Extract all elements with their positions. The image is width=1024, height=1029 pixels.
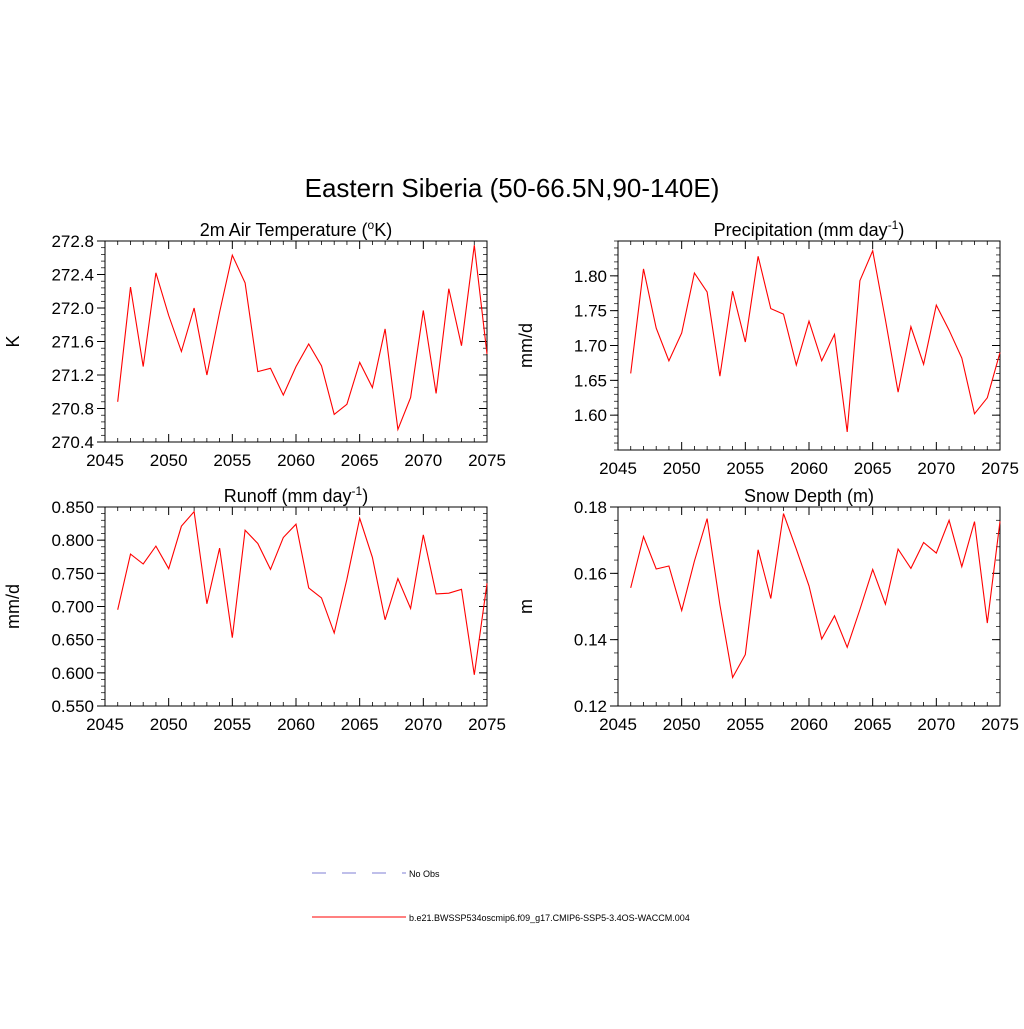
runoff-y-tick-label: 0.700 [51, 598, 94, 617]
runoff-y-tick-label: 0.600 [51, 664, 94, 683]
snow-depth-y-label: m [516, 599, 536, 614]
air-temperature-y-label: K [3, 335, 23, 347]
snow-depth-y-tick-label: 0.18 [574, 498, 607, 517]
snow-depth-y-tick-label: 0.16 [574, 564, 607, 583]
snow-depth-title: Snow Depth (m) [744, 486, 874, 506]
runoff-y-tick-label: 0.650 [51, 631, 94, 650]
air-temperature-x-tick-label: 2045 [86, 451, 124, 470]
snow-depth-x-tick-label: 2070 [917, 715, 955, 734]
air-temperature-y-tick-label: 271.2 [51, 366, 94, 385]
runoff-y-tick-label: 0.550 [51, 697, 94, 716]
runoff-y-label: mm/d [3, 584, 23, 629]
runoff-series-line [117, 510, 488, 675]
panel-air-temperature: 2m Air Temperature (oK) K 2045 2050 2055 2060… [3, 218, 506, 470]
panel-precipitation: Precipitation (mm day-1) mm/d 2045 2050 2055… [516, 218, 1019, 478]
air-temperature-x-tick-label: 2065 [341, 451, 379, 470]
precipitation-x-tick-label: 2070 [917, 459, 955, 478]
main-title: Eastern Siberia (50-66.5N,90-140E) [305, 173, 720, 203]
air-temperature-series-line [117, 245, 488, 432]
precipitation-y-tick-label: 1.80 [574, 267, 607, 286]
precipitation-x-tick-label: 2065 [854, 459, 892, 478]
legend-model-label: b.e21.BWSSP534oscmip6.f09_g17.CMIP6-SSP5… [409, 913, 690, 923]
runoff-y-tick-label: 0.850 [51, 498, 94, 517]
precipitation-x-tick-label: 2060 [790, 459, 828, 478]
air-temperature-y-tick-label: 272.8 [51, 232, 94, 251]
runoff-y-tick-label: 0.750 [51, 564, 94, 583]
panel-runoff: Runoff (mm day-1) mm/d 2045 2050 2055 2060 206… [3, 484, 506, 734]
runoff-title-superscript: -1 [352, 484, 363, 498]
runoff-title-main: Runoff (mm day [224, 486, 352, 506]
air-temperature-x-tick-label: 2075 [468, 451, 506, 470]
snow-depth-y-tick-label: 0.14 [574, 631, 607, 650]
panel-snow-depth: Snow Depth (m) m 2045 2050 2055 2060 2065 2070 2… [516, 486, 1019, 734]
precipitation-x-tick-label: 2055 [726, 459, 764, 478]
precipitation-y-tick-label: 1.75 [574, 302, 607, 321]
air-temperature-plot-frame [104, 240, 488, 443]
precipitation-plot-frame [617, 240, 1001, 451]
air-temperature-y-tick-label: 272.4 [51, 266, 94, 285]
legend-obs-label: No Obs [409, 869, 440, 879]
precipitation-x-tick-label: 2050 [663, 459, 701, 478]
snow-depth-y-tick-label: 0.12 [574, 697, 607, 716]
runoff-title: Runoff (mm day-1) [224, 484, 368, 506]
air-temperature-y-tick-label: 270.4 [51, 433, 94, 452]
snow-depth-x-tick-label: 2065 [854, 715, 892, 734]
snow-depth-x-tick-label: 2055 [726, 715, 764, 734]
runoff-x-tick-label: 2050 [150, 715, 188, 734]
snow-depth-title-main: Snow Depth (m) [744, 486, 874, 506]
air-temperature-x-tick-label: 2070 [404, 451, 442, 470]
precipitation-series-line [630, 248, 1001, 432]
legend: No Obs b.e21.BWSSP534oscmip6.f09_g17.CMI… [312, 869, 690, 923]
snow-depth-series-line [630, 513, 1001, 680]
air-temperature-y-tick-label: 271.6 [51, 333, 94, 352]
air-temperature-x-tick-label: 2050 [150, 451, 188, 470]
precipitation-y-tick-label: 1.60 [574, 406, 607, 425]
runoff-x-tick-label: 2055 [213, 715, 251, 734]
air-temperature-y-tick-label: 272.0 [51, 299, 94, 318]
runoff-x-tick-label: 2060 [277, 715, 315, 734]
air-temperature-x-tick-label: 2055 [213, 451, 251, 470]
runoff-x-tick-label: 2065 [341, 715, 379, 734]
precipitation-title-main: Precipitation (mm day [714, 220, 888, 240]
runoff-x-tick-label: 2070 [404, 715, 442, 734]
precipitation-title: Precipitation (mm day-1) [714, 218, 905, 240]
air-temperature-x-tick-label: 2060 [277, 451, 315, 470]
snow-depth-x-tick-label: 2060 [790, 715, 828, 734]
runoff-plot-frame [104, 506, 488, 707]
precipitation-y-tick-label: 1.70 [574, 337, 607, 356]
air-temperature-title: 2m Air Temperature (oK) [200, 218, 392, 240]
runoff-x-tick-label: 2075 [468, 715, 506, 734]
runoff-x-tick-label: 2045 [86, 715, 124, 734]
snow-depth-x-tick-label: 2075 [981, 715, 1019, 734]
runoff-title-end: ) [362, 486, 368, 506]
precipitation-title-end: ) [898, 220, 904, 240]
air-temperature-title-superscript: o [368, 218, 375, 232]
precipitation-x-tick-label: 2075 [981, 459, 1019, 478]
air-temperature-title-main: 2m Air Temperature ( [200, 220, 368, 240]
precipitation-y-label: mm/d [516, 323, 536, 368]
air-temperature-y-tick-label: 270.8 [51, 400, 94, 419]
snow-depth-x-tick-label: 2045 [599, 715, 637, 734]
runoff-y-tick-label: 0.800 [51, 531, 94, 550]
air-temperature-title-end: K) [374, 220, 392, 240]
precipitation-title-superscript: -1 [888, 218, 899, 232]
snow-depth-x-tick-label: 2050 [663, 715, 701, 734]
precipitation-y-tick-label: 1.65 [574, 371, 607, 390]
precipitation-x-tick-label: 2045 [599, 459, 637, 478]
